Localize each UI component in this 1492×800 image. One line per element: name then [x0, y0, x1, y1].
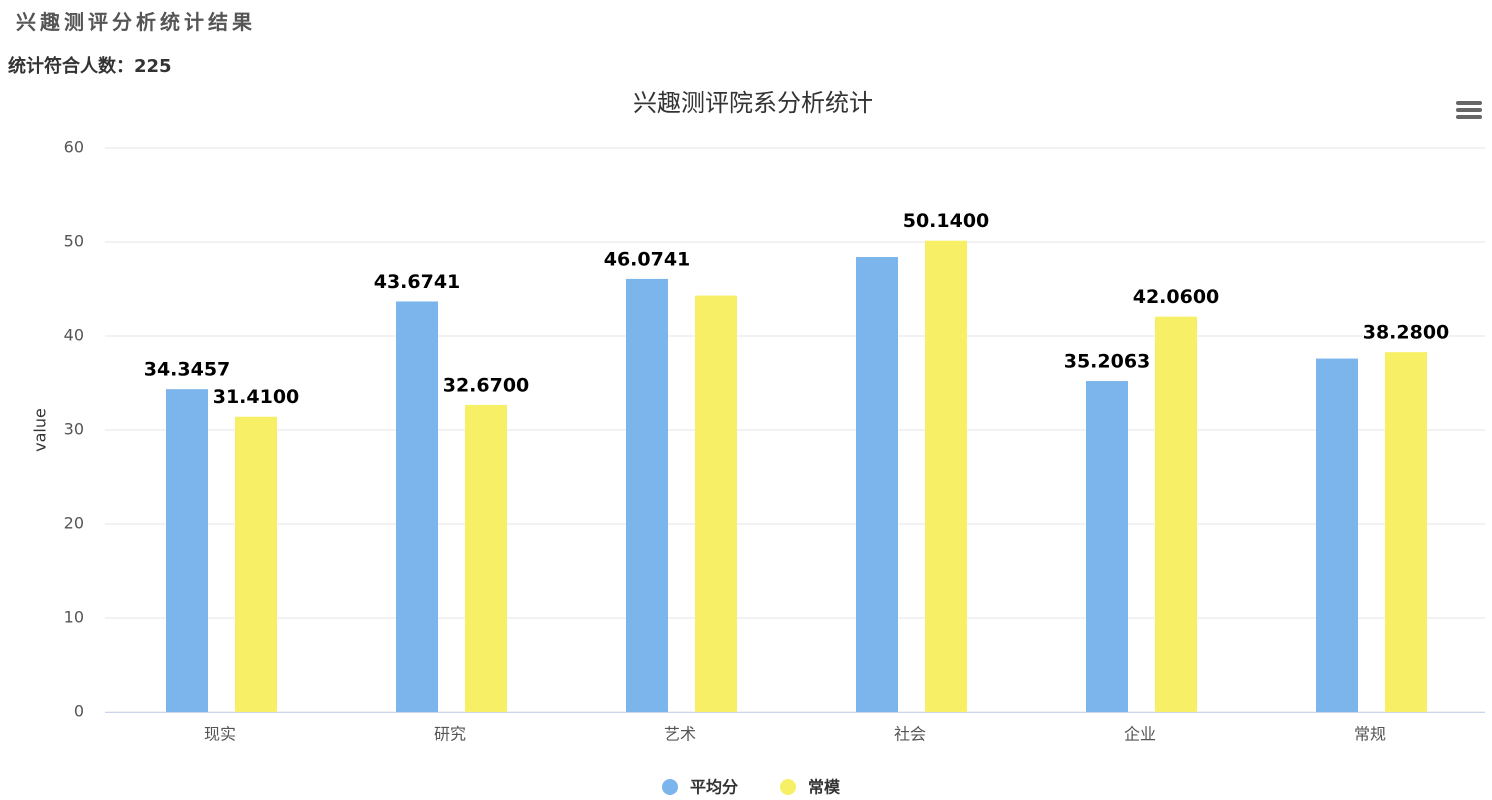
- bar: [856, 257, 898, 712]
- x-tick-label: 企业: [1124, 725, 1156, 744]
- bar: [925, 240, 967, 712]
- x-tick-label: 常规: [1354, 725, 1386, 744]
- x-tick-label: 社会: [894, 725, 926, 744]
- y-tick-label: 50: [64, 232, 84, 251]
- x-tick-label: 现实: [204, 725, 236, 744]
- chart-title: 兴趣测评院系分析统计: [633, 89, 873, 117]
- data-label: 46.0741: [604, 248, 691, 270]
- count-line: 统计符合人数：225: [8, 52, 172, 78]
- y-tick-label: 40: [64, 326, 84, 345]
- data-label: 50.1400: [903, 210, 990, 232]
- data-label: 42.0600: [1133, 286, 1220, 308]
- bar: [1385, 352, 1427, 712]
- y-axis-title: value: [31, 408, 50, 452]
- count-label: 统计符合人数：: [8, 56, 134, 77]
- bar: [166, 389, 208, 712]
- data-label: 31.4100: [213, 386, 300, 408]
- legend-marker: [780, 779, 796, 795]
- menu-bar: [1456, 115, 1482, 119]
- y-tick-label: 30: [64, 420, 84, 439]
- data-label: 32.6700: [443, 374, 530, 396]
- x-tick-label: 研究: [434, 725, 466, 744]
- bar: [1086, 381, 1128, 712]
- y-tick-label: 20: [64, 514, 84, 533]
- legend-label: 平均分: [690, 778, 738, 797]
- bar: [1155, 316, 1197, 712]
- count-value: 225: [134, 56, 172, 77]
- bar: [695, 295, 737, 712]
- y-tick-label: 0: [74, 702, 84, 721]
- menu-bar: [1456, 101, 1482, 105]
- menu-bar: [1456, 108, 1482, 112]
- bar: [626, 278, 668, 712]
- legend-marker: [662, 779, 678, 795]
- data-label: 35.2063: [1064, 351, 1151, 373]
- bar: [465, 404, 507, 712]
- bar: [235, 416, 277, 712]
- x-tick-label: 艺术: [664, 725, 696, 744]
- bar: [396, 301, 438, 712]
- legend-label: 常模: [808, 778, 841, 797]
- y-tick-label: 60: [64, 138, 84, 157]
- y-tick-label: 10: [64, 608, 84, 627]
- bar: [1316, 358, 1358, 712]
- data-label: 34.3457: [144, 359, 231, 381]
- page-title: 兴趣测评分析统计结果: [16, 10, 256, 34]
- data-label: 38.2800: [1363, 322, 1450, 344]
- menu-button[interactable]: [1456, 101, 1482, 119]
- data-label: 43.6741: [374, 271, 461, 293]
